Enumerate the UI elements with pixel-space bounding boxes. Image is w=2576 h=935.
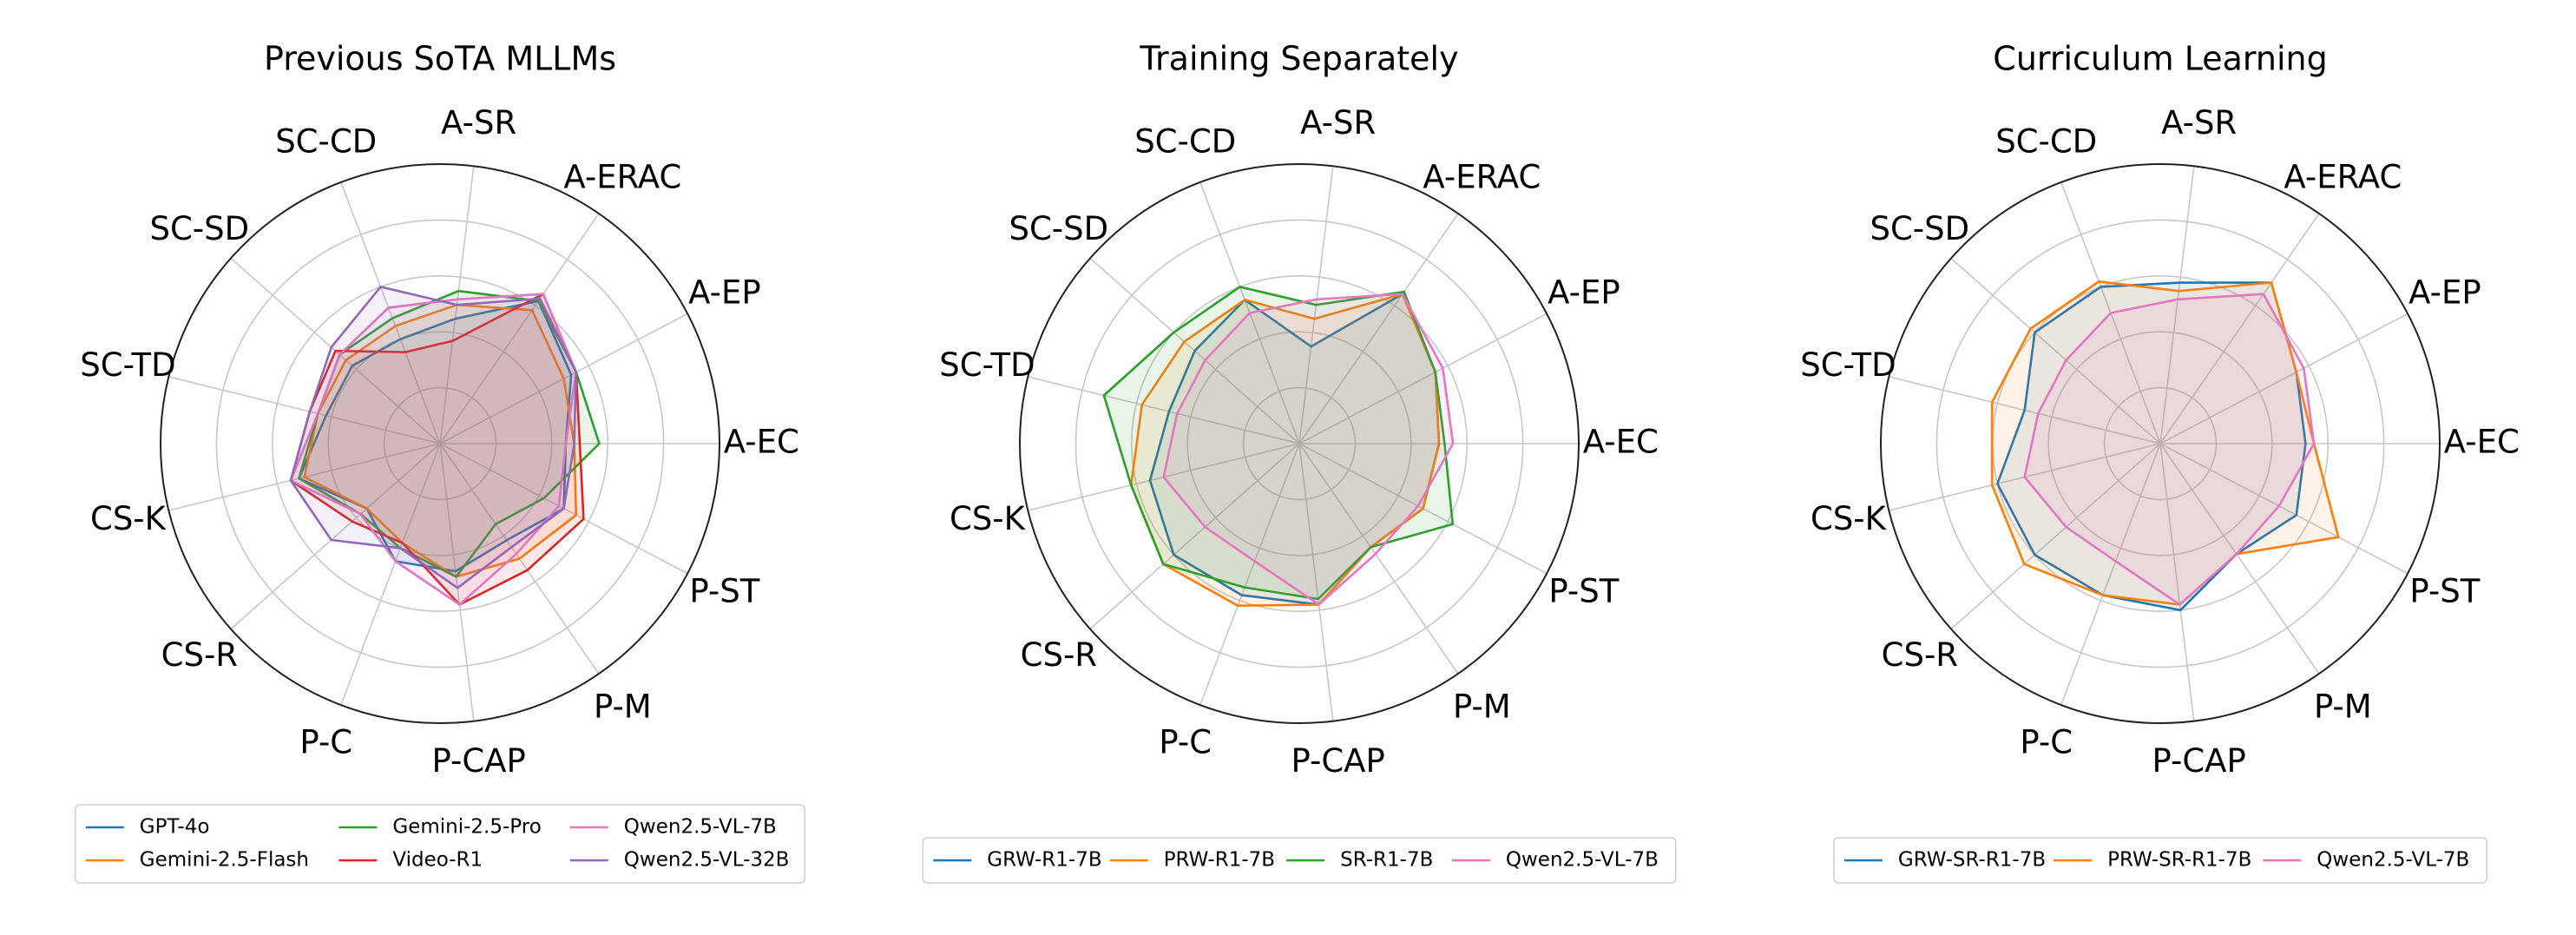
legend: GRW-R1-7B PRW-R1-7B SR-R1-7B Qwen2.5-VL-7B <box>922 837 1677 884</box>
series-area <box>289 286 578 589</box>
spoke <box>1950 257 2161 444</box>
spoke <box>1028 376 1300 444</box>
axis-label: P-M <box>1453 688 1511 725</box>
axis-label: P-ST <box>2409 573 2480 610</box>
legend-label: Gemini-2.5-Pro <box>392 816 541 839</box>
axis-label: SC-TD <box>939 346 1035 384</box>
axis-label: A-EC <box>724 424 799 461</box>
spoke <box>2159 443 2195 721</box>
axis-label: SC-SD <box>1009 210 1108 247</box>
outer-frame <box>1019 163 1580 724</box>
spoke <box>1298 443 1459 675</box>
radar-chart: Curriculum Learning A-EC A-EP A-ERAC A-SR SC-… <box>1800 40 2520 884</box>
axis-label: CS-R <box>1882 636 1958 674</box>
axis-label: CS-R <box>161 636 238 674</box>
spoke <box>439 443 475 721</box>
axis-label: CS-K <box>950 500 1027 537</box>
spoke <box>340 181 441 444</box>
spoke <box>1298 443 1334 721</box>
axis-label: SC-TD <box>1800 346 1896 384</box>
axis-label: P-C <box>2020 724 2073 761</box>
legend-box <box>75 804 806 884</box>
spoke <box>1199 443 1300 706</box>
spoke <box>1298 213 1459 444</box>
axis-label: P-C <box>299 724 352 761</box>
spoke <box>2159 443 2320 675</box>
legend-label: PRW-R1-7B <box>1164 849 1275 872</box>
legend: GPT-4o Gemini-2.5-Flash Gemini-2.5-Pro Vide… <box>75 804 806 884</box>
series-area <box>289 293 578 606</box>
axis-label: P-M <box>594 688 652 725</box>
axis-label: A-EC <box>2444 424 2520 461</box>
legend-label: Video-R1 <box>392 849 483 872</box>
outer-frame <box>1880 163 2441 724</box>
axis-label: P-M <box>2314 688 2372 725</box>
chart-title: Curriculum Learning <box>1993 40 2327 78</box>
legend-label: PRW-SR-R1-7B <box>2107 849 2251 872</box>
axis-label: SC-SD <box>1870 210 1969 247</box>
axis-label: CS-R <box>1021 636 1097 674</box>
axis-label: A-ERAC <box>2284 159 2402 196</box>
axis-label: SC-CD <box>1995 122 2097 160</box>
legend-label: Qwen2.5-VL-32B <box>624 849 790 872</box>
axis-label: P-CAP <box>1291 742 1384 780</box>
legend-label: Gemini-2.5-Flash <box>140 849 309 872</box>
legend-label: Qwen2.5-VL-7B <box>624 816 777 839</box>
axis-label: CS-K <box>1810 500 1888 537</box>
radar-chart: Training Separately A-EC A-EP A-ERAC A-SR SC-… <box>922 40 1677 884</box>
axis-label: P-C <box>1159 724 1212 761</box>
legend-box <box>1833 837 2487 884</box>
axis-label: A-EP <box>1548 273 1620 311</box>
series-area <box>1162 293 1455 606</box>
axis-label: P-CAP <box>2152 742 2245 780</box>
axis-label: P-ST <box>689 573 759 610</box>
spoke <box>340 443 441 706</box>
outer-frame <box>160 163 720 724</box>
spoke <box>1950 443 2161 630</box>
axis-label: A-EC <box>1583 424 1659 461</box>
axis-label: A-EP <box>2408 273 2481 311</box>
legend-label: GPT-4o <box>140 816 210 839</box>
legend: GRW-SR-R1-7B PRW-SR-R1-7B Qwen2.5-VL-7B <box>1833 837 2487 884</box>
axis-label: A-ERAC <box>1423 159 1541 196</box>
spoke <box>2060 443 2161 706</box>
legend-label: Qwen2.5-VL-7B <box>1506 849 1659 872</box>
spoke <box>1089 443 1300 630</box>
axis-label: A-SR <box>441 104 516 142</box>
axis-label: A-SR <box>2161 104 2237 142</box>
axis-label: CS-K <box>90 500 168 537</box>
axis-label: SC-CD <box>1134 122 1236 160</box>
axis-label: P-CAP <box>431 742 525 780</box>
series-area <box>2023 293 2316 606</box>
radar-chart: Previous SoTA MLLMs A-EC A-EP A-ERAC A-SR SC-… <box>75 40 806 884</box>
legend-label: SR-R1-7B <box>1340 849 1433 872</box>
legend-label: Qwen2.5-VL-7B <box>2316 849 2469 872</box>
axis-label: P-ST <box>1548 573 1619 610</box>
spoke <box>230 443 441 630</box>
axis-label: A-EP <box>688 273 761 311</box>
axis-label: A-SR <box>1300 104 1376 142</box>
axis-label: SC-TD <box>80 346 175 384</box>
spoke <box>2159 443 2408 575</box>
legend-label: GRW-SR-R1-7B <box>1898 849 2046 872</box>
chart-title: Previous SoTA MLLMs <box>264 40 616 78</box>
axis-label: SC-CD <box>275 122 377 160</box>
chart-title: Training Separately <box>1139 40 1458 78</box>
spoke <box>1298 313 1548 444</box>
axis-label: A-ERAC <box>563 159 681 196</box>
legend-label: GRW-R1-7B <box>987 849 1101 872</box>
spoke <box>2159 166 2195 444</box>
spoke <box>168 376 441 444</box>
axis-label: SC-SD <box>149 210 249 247</box>
spoke <box>439 213 600 444</box>
spoke <box>2159 213 2320 444</box>
spoke <box>2159 313 2408 444</box>
